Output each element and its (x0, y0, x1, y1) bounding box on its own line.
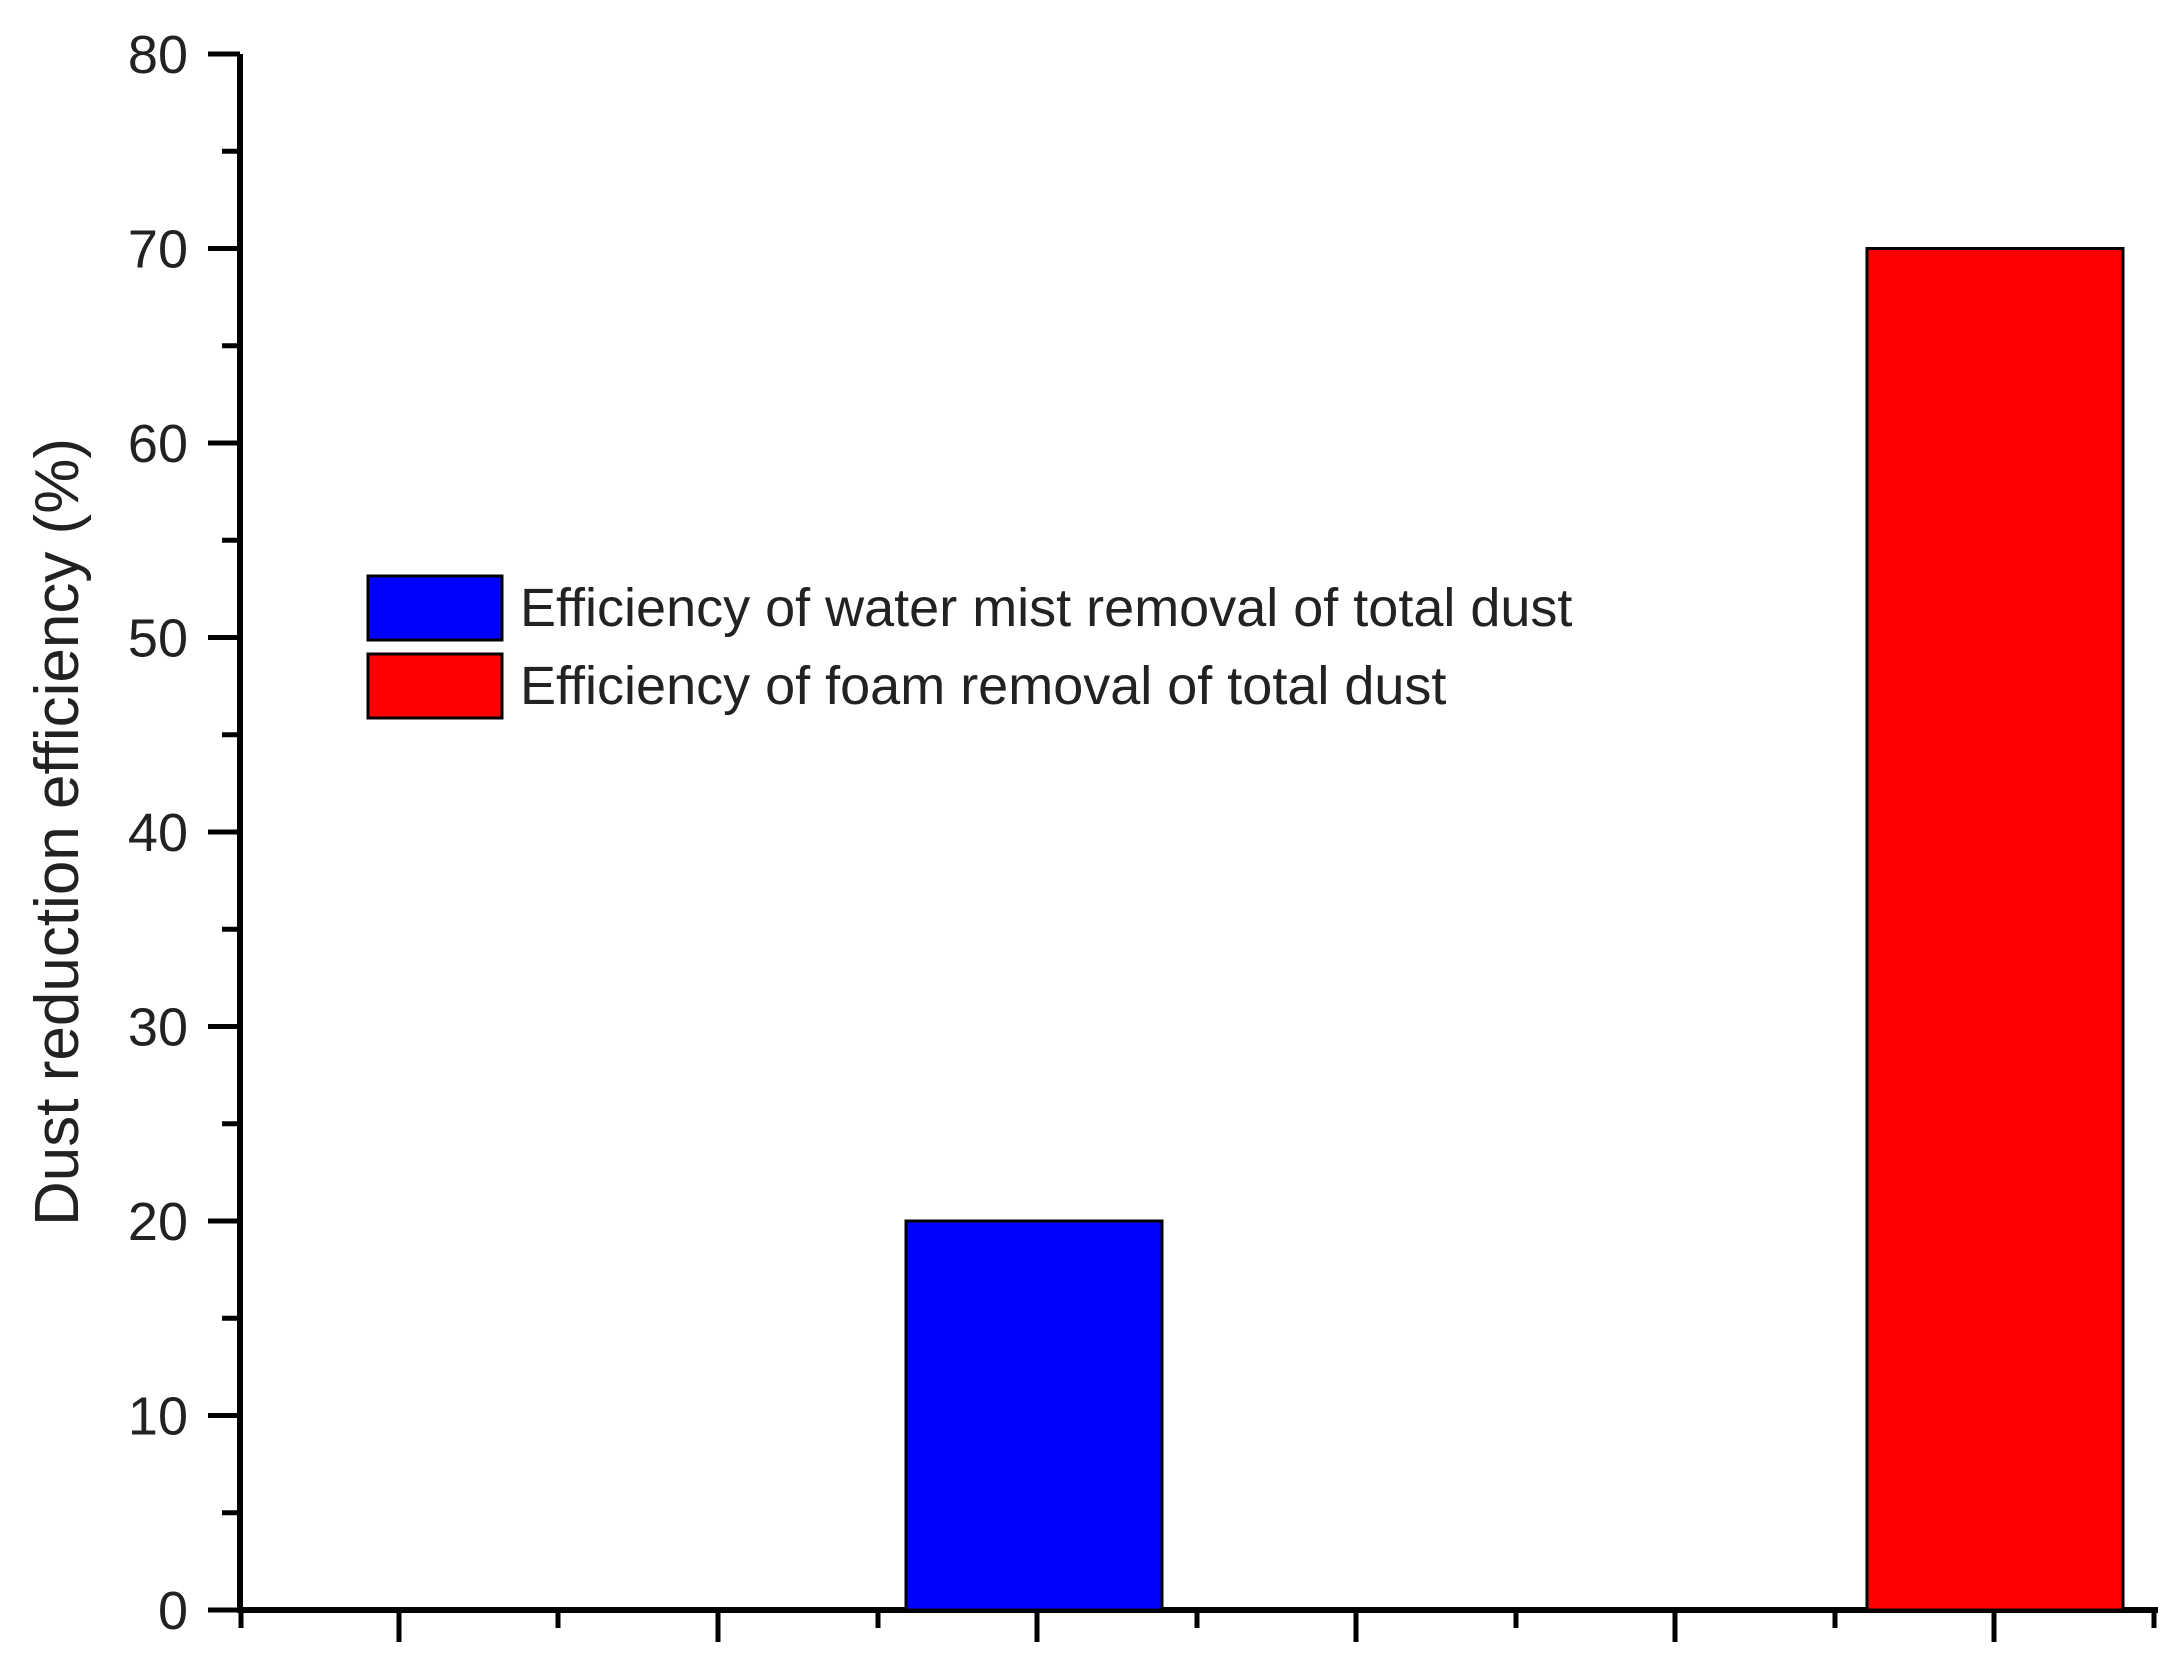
legend-swatch-foam (366, 652, 504, 720)
y-tick-label: 60 (128, 414, 188, 474)
y-axis-title: Dust reduction efficiency (%) (23, 438, 92, 1226)
y-tick-label: 70 (128, 220, 188, 280)
y-tick-label: 0 (158, 1581, 188, 1641)
legend-swatch-water-mist (366, 574, 504, 642)
legend-label-water-mist: Efficiency of water mist removal of tota… (520, 578, 1572, 638)
y-tick-label: 20 (128, 1192, 188, 1252)
y-tick-label: 80 (128, 25, 188, 85)
legend: Efficiency of water mist removal of tota… (366, 574, 1572, 720)
legend-label-foam: Efficiency of foam removal of total dust (520, 656, 1446, 716)
x-ticks (238, 1610, 2157, 1642)
bars (904, 247, 2125, 1612)
y-tick-label: 30 (128, 998, 188, 1058)
y-tick-label: 40 (128, 803, 188, 863)
y-tick-label: 10 (128, 1387, 188, 1447)
bar-foam (1865, 247, 2125, 1612)
bar-water-mist (904, 1219, 1164, 1612)
y-ticks: 0 10 20 30 40 50 60 70 80 (128, 25, 240, 1641)
y-tick-label: 50 (128, 609, 188, 669)
